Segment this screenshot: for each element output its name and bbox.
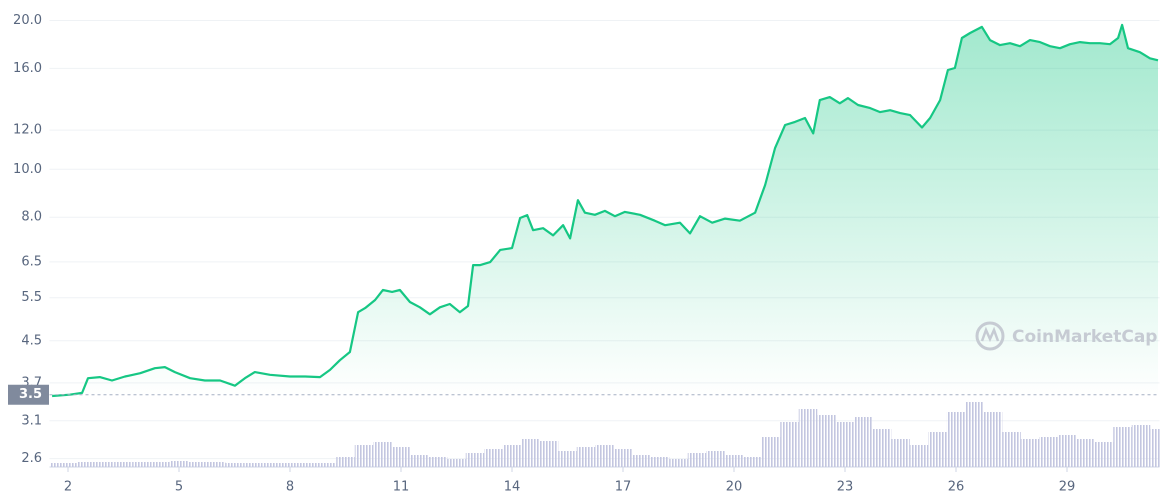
volume-bar xyxy=(1094,442,1114,467)
volume-bar xyxy=(77,462,96,467)
reference-label-box xyxy=(8,384,49,405)
volume-bar xyxy=(983,412,1003,467)
volume-bar xyxy=(650,457,670,467)
x-tick-label: 14 xyxy=(504,480,521,495)
volume-bar xyxy=(558,451,577,467)
volume-bar xyxy=(928,432,947,467)
y-tick-label: 8.0 xyxy=(21,210,42,225)
x-tick-label: 2 xyxy=(64,480,72,495)
volume-bar xyxy=(521,439,540,467)
volume-bar xyxy=(724,455,744,467)
y-tick-label: 16.0 xyxy=(13,61,42,76)
x-tick-label: 5 xyxy=(175,480,183,495)
price xyxy=(52,23,1159,398)
volume-bar xyxy=(188,462,207,467)
volume-bar xyxy=(225,463,244,467)
labels: 20.016.012.010.08.06.55.54.53.73.12.62 5 8… xyxy=(8,13,1160,495)
volume-bar xyxy=(817,415,836,467)
volume-bar xyxy=(151,462,170,467)
volume-bar xyxy=(206,462,226,467)
x-tick-label: 26 xyxy=(948,480,965,495)
volume-bar xyxy=(854,417,873,467)
volume-bar xyxy=(1150,429,1160,467)
volume-bar xyxy=(613,449,633,467)
volume-bar xyxy=(669,459,688,467)
volume-bar xyxy=(946,412,966,467)
volume-bar xyxy=(317,463,337,467)
volume-bar xyxy=(632,455,651,467)
volume-bar xyxy=(891,439,910,467)
volume-bar xyxy=(465,453,485,467)
y-tick-label: 6.5 xyxy=(21,254,42,269)
volume-bar xyxy=(780,422,799,467)
volume-bar xyxy=(299,463,318,467)
volume-bar xyxy=(484,449,503,467)
volume-bar xyxy=(539,441,559,467)
volume-bar xyxy=(50,463,59,467)
y-tick-label: 3.1 xyxy=(21,413,42,428)
watermark-text: CoinMarketCap xyxy=(1012,327,1157,347)
volume-bar xyxy=(410,455,429,467)
volume-bar xyxy=(576,447,596,467)
volume-bar xyxy=(447,459,466,467)
volume-bar xyxy=(1057,435,1077,467)
volume-bar xyxy=(965,402,984,467)
y-tick-label: 5.5 xyxy=(21,290,42,305)
volume-bar xyxy=(391,447,411,467)
volume-bar xyxy=(114,462,133,467)
y-tick-label: 12.0 xyxy=(13,123,42,138)
x-tick-label: 20 xyxy=(726,480,743,495)
volume-bar xyxy=(336,457,355,467)
volume-bar xyxy=(280,463,300,467)
x-tick-label: 8 xyxy=(286,480,294,495)
volume-bar xyxy=(872,429,892,467)
volume-bar xyxy=(262,463,281,467)
watermark: CoinMarketCap xyxy=(975,321,1157,351)
volume-bar xyxy=(354,445,374,467)
volume-bar xyxy=(132,462,152,467)
volume-bar xyxy=(95,462,115,467)
volume-bar xyxy=(743,457,762,467)
price-area xyxy=(52,24,1159,397)
volume-bar xyxy=(706,451,725,467)
y-tick-label: 4.5 xyxy=(21,333,42,348)
volume-bar xyxy=(243,463,263,467)
volume-bar xyxy=(1131,425,1151,467)
x-tick-label: 17 xyxy=(615,480,632,495)
volume-bar xyxy=(687,453,707,467)
y-tick-label: 20.0 xyxy=(13,13,42,28)
watermark-logo xyxy=(980,326,1000,343)
x-tick-label: 11 xyxy=(393,480,410,495)
y-tick-label: 10.0 xyxy=(13,162,42,177)
volume-bar xyxy=(373,442,392,467)
volume-bar xyxy=(1002,432,1021,467)
volume-bar xyxy=(761,437,781,467)
x-tick-label: 23 xyxy=(837,480,854,495)
volume-bar xyxy=(428,457,448,467)
volume-bar xyxy=(1039,437,1058,467)
volume-bar xyxy=(502,445,522,467)
reference-label: 3.5 xyxy=(19,387,42,402)
volume-bar xyxy=(909,445,929,467)
x-tick-label: 29 xyxy=(1059,480,1076,495)
volume-bar xyxy=(1113,427,1132,467)
volume-bar xyxy=(835,422,855,467)
volume-bar xyxy=(169,461,189,467)
volume xyxy=(50,402,1160,467)
watermark-logo xyxy=(975,321,1005,351)
volume-bar xyxy=(595,445,614,467)
volume-bar xyxy=(1076,439,1095,467)
price-line xyxy=(52,23,1159,398)
y-tick-label: 2.6 xyxy=(21,451,42,466)
volume-bar xyxy=(1020,439,1040,467)
volume-bar xyxy=(58,463,78,467)
volume-bar xyxy=(798,409,818,467)
